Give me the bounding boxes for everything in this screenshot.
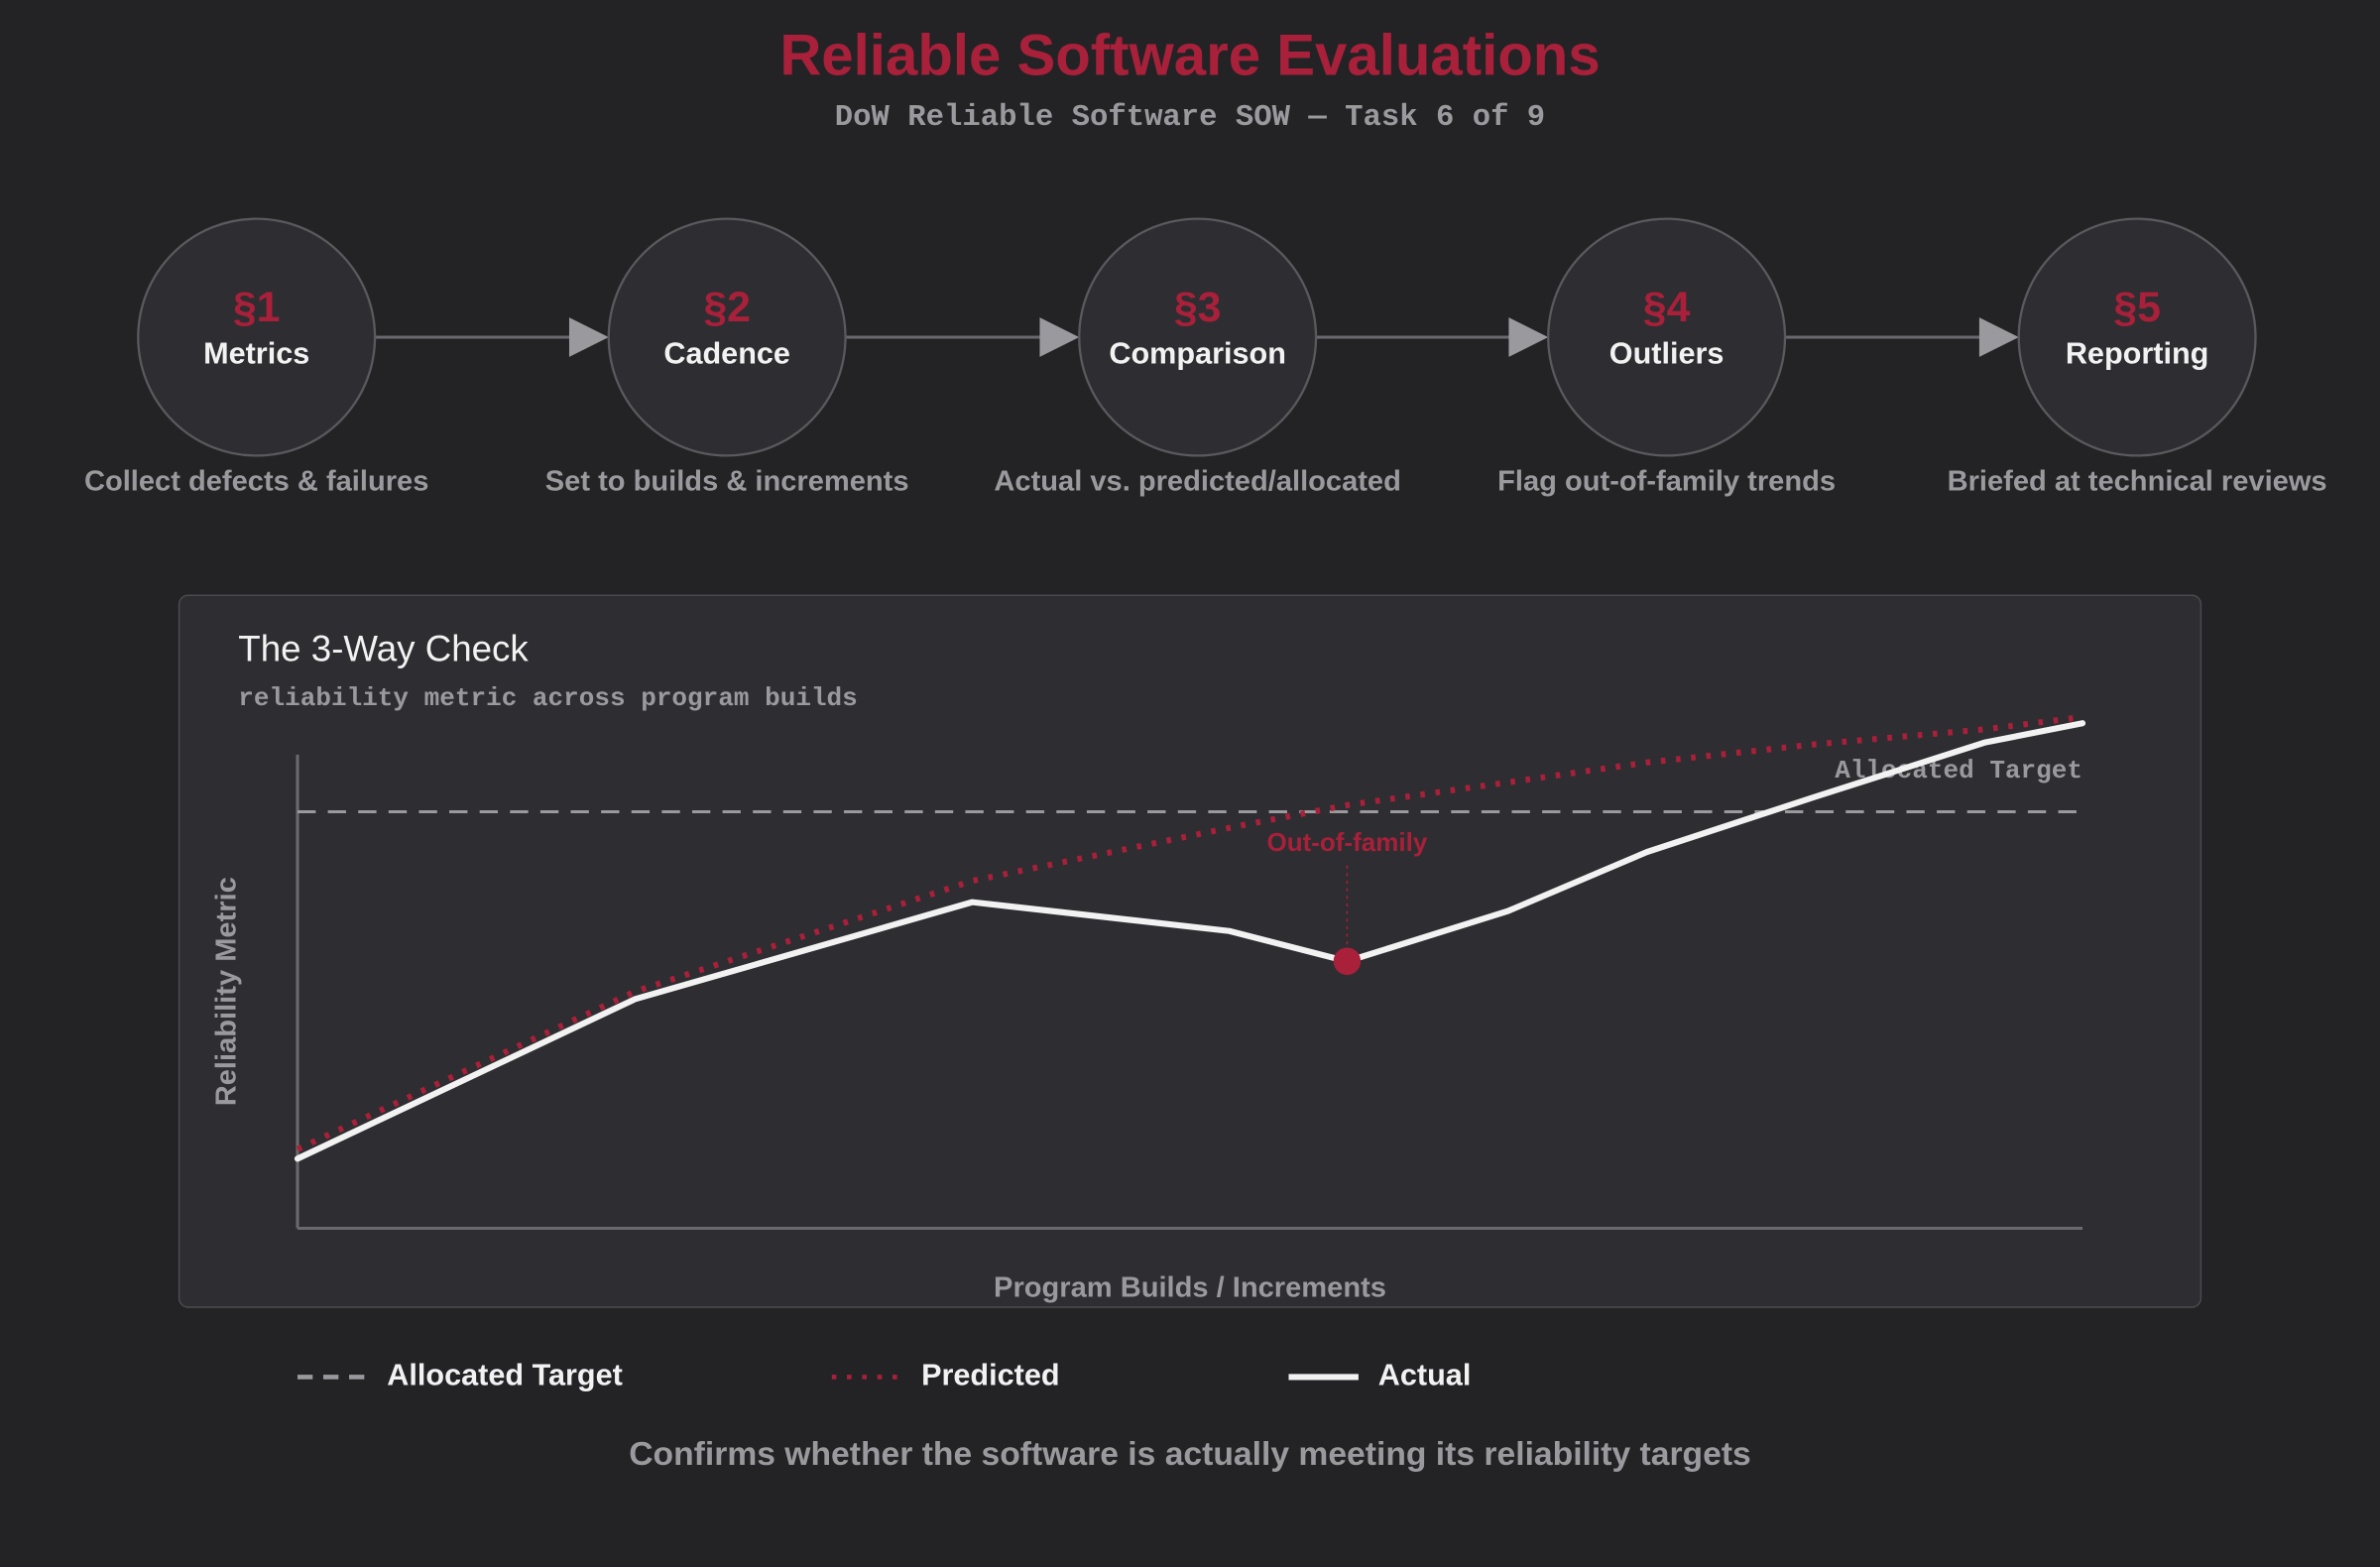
plot: Allocated Target Out-of-family (294, 713, 2086, 1162)
step-circle (2017, 217, 2257, 457)
step-number: §2 (703, 284, 751, 331)
arrow-head (568, 317, 609, 357)
chart-subtitle: reliability metric across program builds (238, 683, 857, 713)
y-axis-label: Reliability Metric (210, 877, 242, 1106)
x-axis-label: Program Builds / Increments (994, 1271, 1386, 1303)
step-description: Collect defects & failures (84, 466, 428, 498)
step-number: §3 (1174, 284, 1222, 331)
step-description: Flag out-of-family trends (1497, 466, 1836, 498)
step-number: §1 (233, 284, 281, 331)
step-description: Briefed at technical reviews (1948, 466, 2327, 498)
step-label: Reporting (2066, 336, 2209, 370)
step-number: §4 (1643, 284, 1691, 331)
step-circle (607, 217, 847, 457)
arrow-head (1508, 317, 1549, 357)
chart-panel (178, 594, 2202, 1308)
series-line (296, 713, 2083, 1152)
reference-label: Allocated Target (1835, 756, 2082, 785)
step-label: Cadence (663, 336, 790, 370)
arrow-head (1039, 317, 1080, 357)
title: Reliable Software Evaluations (779, 23, 1600, 87)
footer-note: Confirms whether the software is actuall… (629, 1436, 1751, 1473)
step-circle (1547, 217, 1787, 457)
step-description: Set to builds & increments (545, 466, 909, 498)
step-label: Metrics (203, 336, 309, 370)
legend-label: Allocated Target (387, 1359, 623, 1392)
outlier-point (1333, 947, 1362, 976)
process-steps: §1 Metrics Collect defects & failures §2 Cad… (84, 217, 2327, 498)
legend-label: Predicted (921, 1359, 1059, 1392)
step-circle (1078, 217, 1318, 457)
step-circle (137, 217, 377, 457)
step-label: Outliers (1609, 336, 1725, 370)
step-number: §5 (2113, 284, 2161, 331)
chart-title: The 3-Way Check (238, 629, 529, 669)
step-label: Comparison (1109, 336, 1286, 370)
annotation-label: Out-of-family (1266, 827, 1427, 857)
subtitle: DoW Reliable Software SOW — Task 6 of 9 (835, 101, 1545, 135)
series-line (294, 720, 2086, 1162)
arrow-head (1978, 317, 2019, 357)
step-description: Actual vs. predicted/allocated (994, 466, 1400, 498)
legend-label: Actual (1378, 1359, 1472, 1392)
legend: Allocated Target Predicted Actual (298, 1359, 1471, 1392)
